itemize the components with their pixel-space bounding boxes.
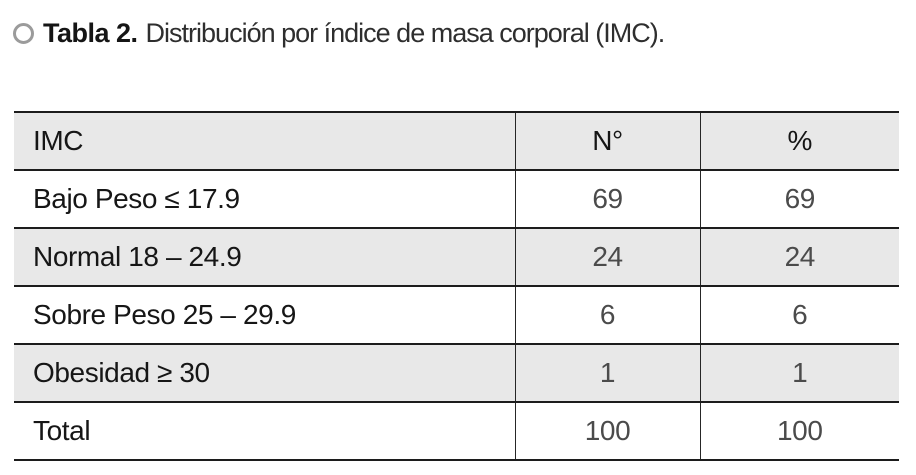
row-label-cell: Normal 18 – 24.9 [14,228,515,287]
row-percent-cell: 100 [699,402,899,461]
table-number-label: Tabla 2. [43,18,138,48]
column-header-n: N° [514,111,700,171]
column-header-percent: % [699,111,899,171]
table-row: Obesidad ≥ 30 1 1 [14,344,899,403]
row-n-cell: 6 [514,286,700,345]
row-percent-cell: 1 [699,344,899,403]
table-row: Sobre Peso 25 – 29.9 6 6 [14,286,899,345]
table-title-text: Distribución por índice de masa corporal… [145,18,666,48]
row-n-cell: 1 [514,344,700,403]
row-label-cell: Total [14,402,515,461]
row-n-cell: 24 [514,228,700,287]
row-label-cell: Obesidad ≥ 30 [14,344,515,403]
column-header-imc: IMC [14,111,515,171]
row-percent-cell: 6 [699,286,899,345]
circle-bullet-icon [13,23,34,44]
row-n-cell: 100 [514,402,700,461]
row-n-cell: 69 [514,170,700,229]
imc-distribution-table: IMC N° % Bajo Peso ≤ 17.9 69 69 Normal 1… [14,111,899,461]
row-label-cell: Bajo Peso ≤ 17.9 [14,170,515,229]
table-row: Bajo Peso ≤ 17.9 69 69 [14,170,899,229]
table-total-row: Total 100 100 [14,402,899,461]
table-row: Normal 18 – 24.9 24 24 [14,228,899,287]
row-label-cell: Sobre Peso 25 – 29.9 [14,286,515,345]
table-header-row: IMC N° % [14,111,899,171]
row-percent-cell: 24 [699,228,899,287]
table-caption: Tabla 2. Distribución por índice de masa… [13,18,666,49]
row-percent-cell: 69 [699,170,899,229]
